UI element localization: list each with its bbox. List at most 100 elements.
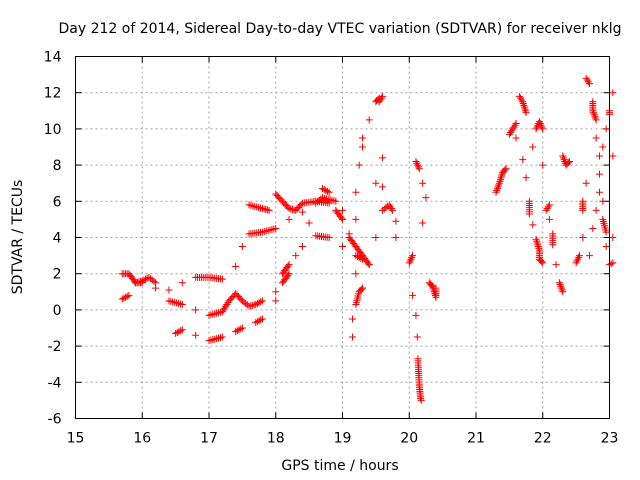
data-point: [285, 215, 293, 223]
data-point: [538, 258, 546, 266]
data-point: [173, 299, 181, 307]
data-point: [245, 201, 253, 209]
data-point: [211, 335, 219, 343]
data-point: [579, 197, 587, 205]
data-point: [211, 310, 219, 318]
data-point: [375, 94, 383, 102]
data-point: [595, 170, 603, 178]
data-point: [272, 288, 280, 296]
data-point: [589, 107, 597, 115]
data-point: [232, 262, 240, 270]
data-point: [265, 206, 273, 214]
data-point: [352, 252, 360, 260]
data-point: [285, 261, 293, 269]
data-point: [591, 112, 599, 120]
data-point: [574, 255, 582, 263]
data-point: [533, 239, 541, 247]
data-point: [297, 201, 305, 209]
data-point: [320, 186, 328, 194]
data-point: [557, 282, 565, 290]
y-tick-label: 14: [44, 50, 62, 66]
data-point: [209, 310, 217, 318]
data-point: [252, 319, 260, 327]
data-point: [552, 261, 560, 269]
data-point: [359, 284, 367, 292]
data-point: [515, 92, 523, 100]
data-point: [237, 325, 245, 333]
data-point: [205, 337, 213, 345]
data-point: [165, 297, 173, 305]
data-point: [607, 260, 615, 268]
data-point: [138, 279, 146, 287]
data-point: [415, 165, 423, 173]
data-point: [354, 253, 362, 261]
data-point: [592, 206, 600, 214]
series-scatter-20: [405, 157, 440, 404]
data-point: [495, 179, 503, 187]
data-point: [520, 103, 528, 111]
data-point: [152, 284, 160, 292]
data-point: [417, 395, 425, 403]
data-point: [592, 134, 600, 142]
data-point: [583, 76, 591, 84]
data-point: [207, 336, 215, 344]
data-point: [122, 293, 130, 301]
series-scatter-21: [492, 92, 573, 296]
data-point: [125, 291, 133, 299]
data-point: [123, 292, 131, 300]
data-point: [502, 165, 510, 173]
data-point: [253, 203, 261, 211]
data-point: [339, 206, 346, 214]
data-point: [602, 228, 610, 236]
x-tick-label: 16: [133, 431, 151, 447]
data-point: [609, 152, 617, 160]
data-point: [585, 252, 593, 260]
data-point: [405, 259, 413, 267]
data-point: [238, 324, 246, 332]
data-point: [219, 306, 227, 314]
data-point: [374, 95, 382, 103]
data-point: [298, 208, 306, 216]
series-track-c: [172, 92, 387, 345]
y-tick-label: -2: [48, 339, 62, 355]
data-point: [412, 157, 420, 165]
data-point: [232, 328, 240, 336]
data-point: [257, 316, 265, 324]
data-point: [284, 271, 292, 279]
data-point: [233, 327, 241, 335]
data-point: [509, 125, 517, 133]
data-point: [413, 159, 421, 167]
data-point: [365, 261, 373, 269]
data-point: [497, 174, 505, 182]
data-point: [272, 297, 280, 305]
data-point: [118, 295, 126, 303]
data-point: [252, 300, 260, 308]
data-point: [536, 119, 544, 127]
data-point: [257, 298, 265, 306]
data-point: [558, 286, 566, 294]
data-point: [539, 125, 547, 133]
data-point: [337, 214, 345, 222]
data-point: [592, 116, 600, 124]
y-tick-label: 0: [53, 303, 62, 319]
data-point: [549, 241, 557, 249]
data-point: [534, 243, 542, 251]
data-point: [565, 157, 573, 165]
data-point: [512, 134, 520, 142]
x-tick-label: 19: [334, 431, 352, 447]
x-tick-label: 21: [467, 431, 485, 447]
data-point: [561, 159, 569, 167]
data-point: [150, 277, 158, 285]
data-point: [602, 125, 610, 133]
data-point: [332, 197, 340, 205]
data-point: [419, 179, 427, 187]
data-point: [359, 255, 367, 263]
data-point: [258, 315, 266, 323]
data-point: [209, 336, 217, 344]
data-point: [494, 183, 502, 191]
y-tick-label: -4: [48, 375, 62, 391]
data-point: [205, 311, 213, 319]
data-point: [176, 300, 184, 308]
data-point: [414, 161, 422, 169]
